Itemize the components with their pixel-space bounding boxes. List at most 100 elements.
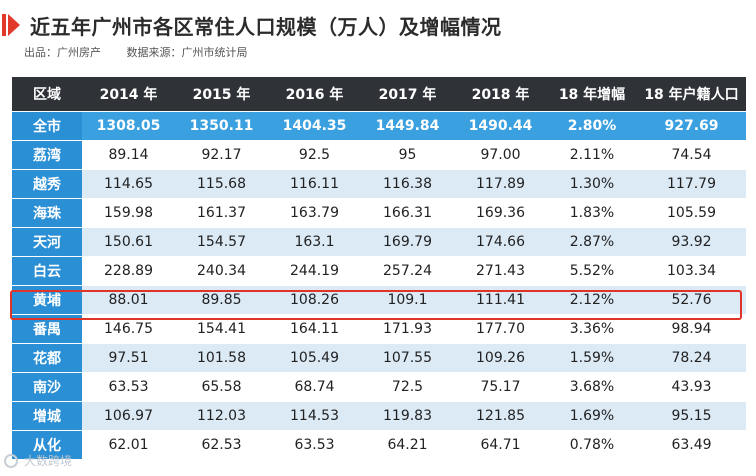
value-cell: 63.49	[637, 430, 746, 459]
table-row: 从化 62.01 62.53 63.53 64.21 64.71 0.78% 63.49	[12, 430, 746, 459]
table-row: 花都 97.51 101.58 105.49 107.55 109.26 1.59% 78.2…	[12, 343, 746, 373]
value-cell: 109.1	[361, 285, 454, 315]
region-cell: 天河	[12, 227, 82, 257]
value-cell: 111.41	[454, 285, 547, 315]
region-cell: 番禺	[12, 314, 82, 344]
value-cell: 121.85	[454, 401, 547, 431]
value-cell: 93.92	[637, 227, 746, 257]
value-cell: 107.55	[361, 343, 454, 373]
table-row: 越秀 114.65 115.68 116.11 116.38 117.89 1.30% 117…	[12, 169, 746, 199]
value-cell: 98.94	[637, 314, 746, 344]
value-cell: 114.65	[82, 169, 175, 199]
value-cell: 117.89	[454, 169, 547, 199]
table-row: 增城 106.97 112.03 114.53 119.83 121.85 1.69% 95.…	[12, 401, 746, 431]
value-cell: 1.69%	[547, 401, 637, 431]
column-header: 18 年增幅	[547, 77, 637, 112]
region-cell: 花都	[12, 343, 82, 373]
value-cell: 0.78%	[547, 430, 637, 459]
value-cell: 2.12%	[547, 285, 637, 315]
value-cell: 1350.11	[175, 111, 268, 141]
region-cell: 白云	[12, 256, 82, 286]
value-cell: 2.11%	[547, 140, 637, 170]
value-cell: 72.5	[361, 372, 454, 402]
value-cell: 163.1	[268, 227, 361, 257]
value-cell: 103.34	[637, 256, 746, 286]
value-cell: 97.00	[454, 140, 547, 170]
table-row: 天河 150.61 154.57 163.1 169.79 174.66 2.87% 93.9…	[12, 227, 746, 257]
value-cell: 257.24	[361, 256, 454, 286]
value-cell: 116.38	[361, 169, 454, 199]
value-cell: 1308.05	[82, 111, 175, 141]
value-cell: 68.74	[268, 372, 361, 402]
value-cell: 62.53	[175, 430, 268, 459]
value-cell: 169.36	[454, 198, 547, 228]
value-cell: 146.75	[82, 314, 175, 344]
value-cell: 88.01	[82, 285, 175, 315]
value-cell: 89.85	[175, 285, 268, 315]
watermark: 大数跨境	[4, 452, 72, 469]
value-cell: 164.11	[268, 314, 361, 344]
value-cell: 114.53	[268, 401, 361, 431]
value-cell: 63.53	[82, 372, 175, 402]
value-cell: 62.01	[82, 430, 175, 459]
column-header: 2018 年	[454, 77, 547, 112]
publisher-label: 出品：广州房产	[24, 46, 101, 59]
region-cell: 荔湾	[12, 140, 82, 170]
column-header: 18 年户籍人口	[637, 77, 746, 112]
value-cell: 75.17	[454, 372, 547, 402]
table-row-total: 全市 1308.05 1350.11 1404.35 1449.84 1490.44 2.8…	[12, 111, 746, 141]
value-cell: 112.03	[175, 401, 268, 431]
region-cell: 增城	[12, 401, 82, 431]
value-cell: 174.66	[454, 227, 547, 257]
value-cell: 105.49	[268, 343, 361, 373]
value-cell: 89.14	[82, 140, 175, 170]
value-cell: 150.61	[82, 227, 175, 257]
value-cell: 65.58	[175, 372, 268, 402]
watermark-logo-icon	[4, 453, 18, 468]
data-source-label: 数据来源：广州市统计局	[126, 46, 248, 59]
value-cell: 228.89	[82, 256, 175, 286]
value-cell: 3.36%	[547, 314, 637, 344]
value-cell: 159.98	[82, 198, 175, 228]
value-cell: 154.57	[175, 227, 268, 257]
value-cell: 116.11	[268, 169, 361, 199]
value-cell: 63.53	[268, 430, 361, 459]
value-cell: 5.52%	[547, 256, 637, 286]
value-cell: 1.83%	[547, 198, 637, 228]
value-cell: 108.26	[268, 285, 361, 315]
value-cell: 240.34	[175, 256, 268, 286]
value-cell: 3.68%	[547, 372, 637, 402]
value-cell: 1449.84	[361, 111, 454, 141]
accent-marker-icon	[2, 14, 20, 36]
value-cell: 927.69	[637, 111, 746, 141]
value-cell: 52.76	[637, 285, 746, 315]
value-cell: 105.59	[637, 198, 746, 228]
title-bar: 近五年广州市各区常住人口规模（万人）及增幅情况	[2, 10, 502, 40]
value-cell: 154.41	[175, 314, 268, 344]
value-cell: 2.80%	[547, 111, 637, 141]
table-header-row: 区域 2014 年 2015 年 2016 年 2017 年 2018 年 18 年增幅 18…	[12, 77, 746, 112]
value-cell: 1404.35	[268, 111, 361, 141]
value-cell: 74.54	[637, 140, 746, 170]
region-cell: 越秀	[12, 169, 82, 199]
value-cell: 78.24	[637, 343, 746, 373]
value-cell: 95	[361, 140, 454, 170]
value-cell: 163.79	[268, 198, 361, 228]
population-table-container: 区域 2014 年 2015 年 2016 年 2017 年 2018 年 18 年增幅 18…	[12, 77, 746, 459]
value-cell: 177.70	[454, 314, 547, 344]
value-cell: 161.37	[175, 198, 268, 228]
value-cell: 115.68	[175, 169, 268, 199]
table-row: 黄埔 88.01 89.85 108.26 109.1 111.41 2.12% 52.76	[12, 285, 746, 315]
region-cell: 南沙	[12, 372, 82, 402]
value-cell: 1.59%	[547, 343, 637, 373]
table-row: 荔湾 89.14 92.17 92.5 95 97.00 2.11% 74.54	[12, 140, 746, 170]
value-cell: 101.58	[175, 343, 268, 373]
column-header: 2014 年	[82, 77, 175, 112]
source-line: 出品：广州房产 数据来源：广州市统计局	[24, 44, 270, 60]
column-header: 2015 年	[175, 77, 268, 112]
value-cell: 119.83	[361, 401, 454, 431]
value-cell: 169.79	[361, 227, 454, 257]
column-header: 区域	[12, 77, 82, 112]
value-cell: 64.21	[361, 430, 454, 459]
region-cell: 海珠	[12, 198, 82, 228]
